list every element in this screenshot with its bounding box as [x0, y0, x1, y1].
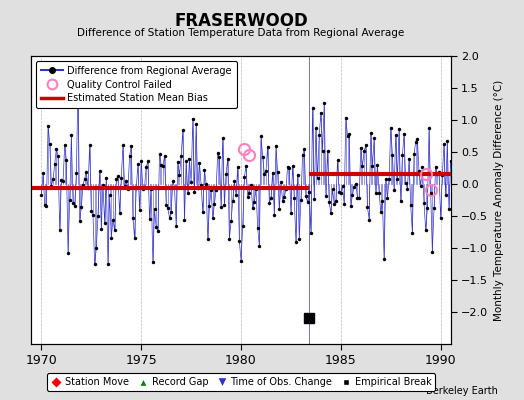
- Text: Difference of Station Temperature Data from Regional Average: Difference of Station Temperature Data f…: [78, 28, 405, 38]
- Text: Berkeley Earth: Berkeley Earth: [426, 386, 498, 396]
- Text: FRASERWOOD: FRASERWOOD: [174, 12, 308, 30]
- Legend: Difference from Regional Average, Quality Control Failed, Estimated Station Mean: Difference from Regional Average, Qualit…: [36, 61, 237, 108]
- Legend: Station Move, Record Gap, Time of Obs. Change, Empirical Break: Station Move, Record Gap, Time of Obs. C…: [47, 373, 435, 391]
- Y-axis label: Monthly Temperature Anomaly Difference (°C): Monthly Temperature Anomaly Difference (…: [494, 79, 504, 321]
